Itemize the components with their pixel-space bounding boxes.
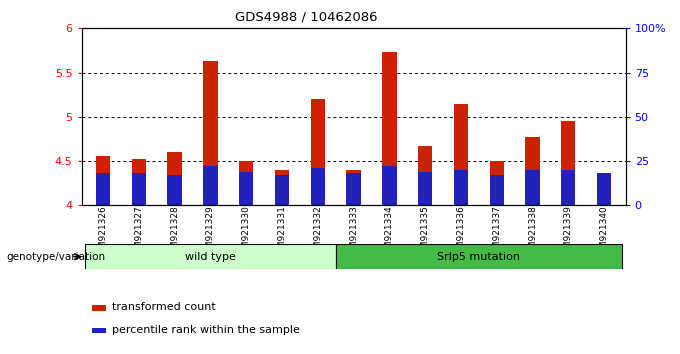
Bar [203,166,218,205]
Bar [346,170,361,205]
Bar [132,159,146,205]
Bar [311,99,325,205]
Bar [526,170,540,205]
Bar [92,305,106,310]
Bar [275,175,289,205]
Bar [167,152,182,205]
Bar [526,137,540,205]
Bar [382,166,396,205]
Bar [132,173,146,205]
Bar [418,146,432,205]
Bar [239,161,254,205]
Bar [92,328,106,333]
Bar [454,170,468,205]
Bar [490,175,504,205]
Text: percentile rank within the sample: percentile rank within the sample [112,325,299,335]
Bar [275,170,289,205]
Bar [336,244,622,269]
Bar [203,61,218,205]
Bar [561,121,575,205]
Bar [85,244,336,269]
Text: Srlp5 mutation: Srlp5 mutation [437,252,520,262]
Text: GDS4988 / 10462086: GDS4988 / 10462086 [235,11,377,24]
Bar [346,173,361,205]
Bar [311,168,325,205]
Bar [167,175,182,205]
Bar [597,176,611,205]
Bar [382,52,396,205]
Bar [96,173,110,205]
Bar [597,173,611,205]
Bar [418,172,432,205]
Bar [561,170,575,205]
Text: wild type: wild type [185,252,236,262]
Text: transformed count: transformed count [112,302,216,312]
Bar [239,172,254,205]
Bar [96,156,110,205]
Bar [490,161,504,205]
Bar [454,103,468,205]
Text: genotype/variation: genotype/variation [7,252,106,262]
